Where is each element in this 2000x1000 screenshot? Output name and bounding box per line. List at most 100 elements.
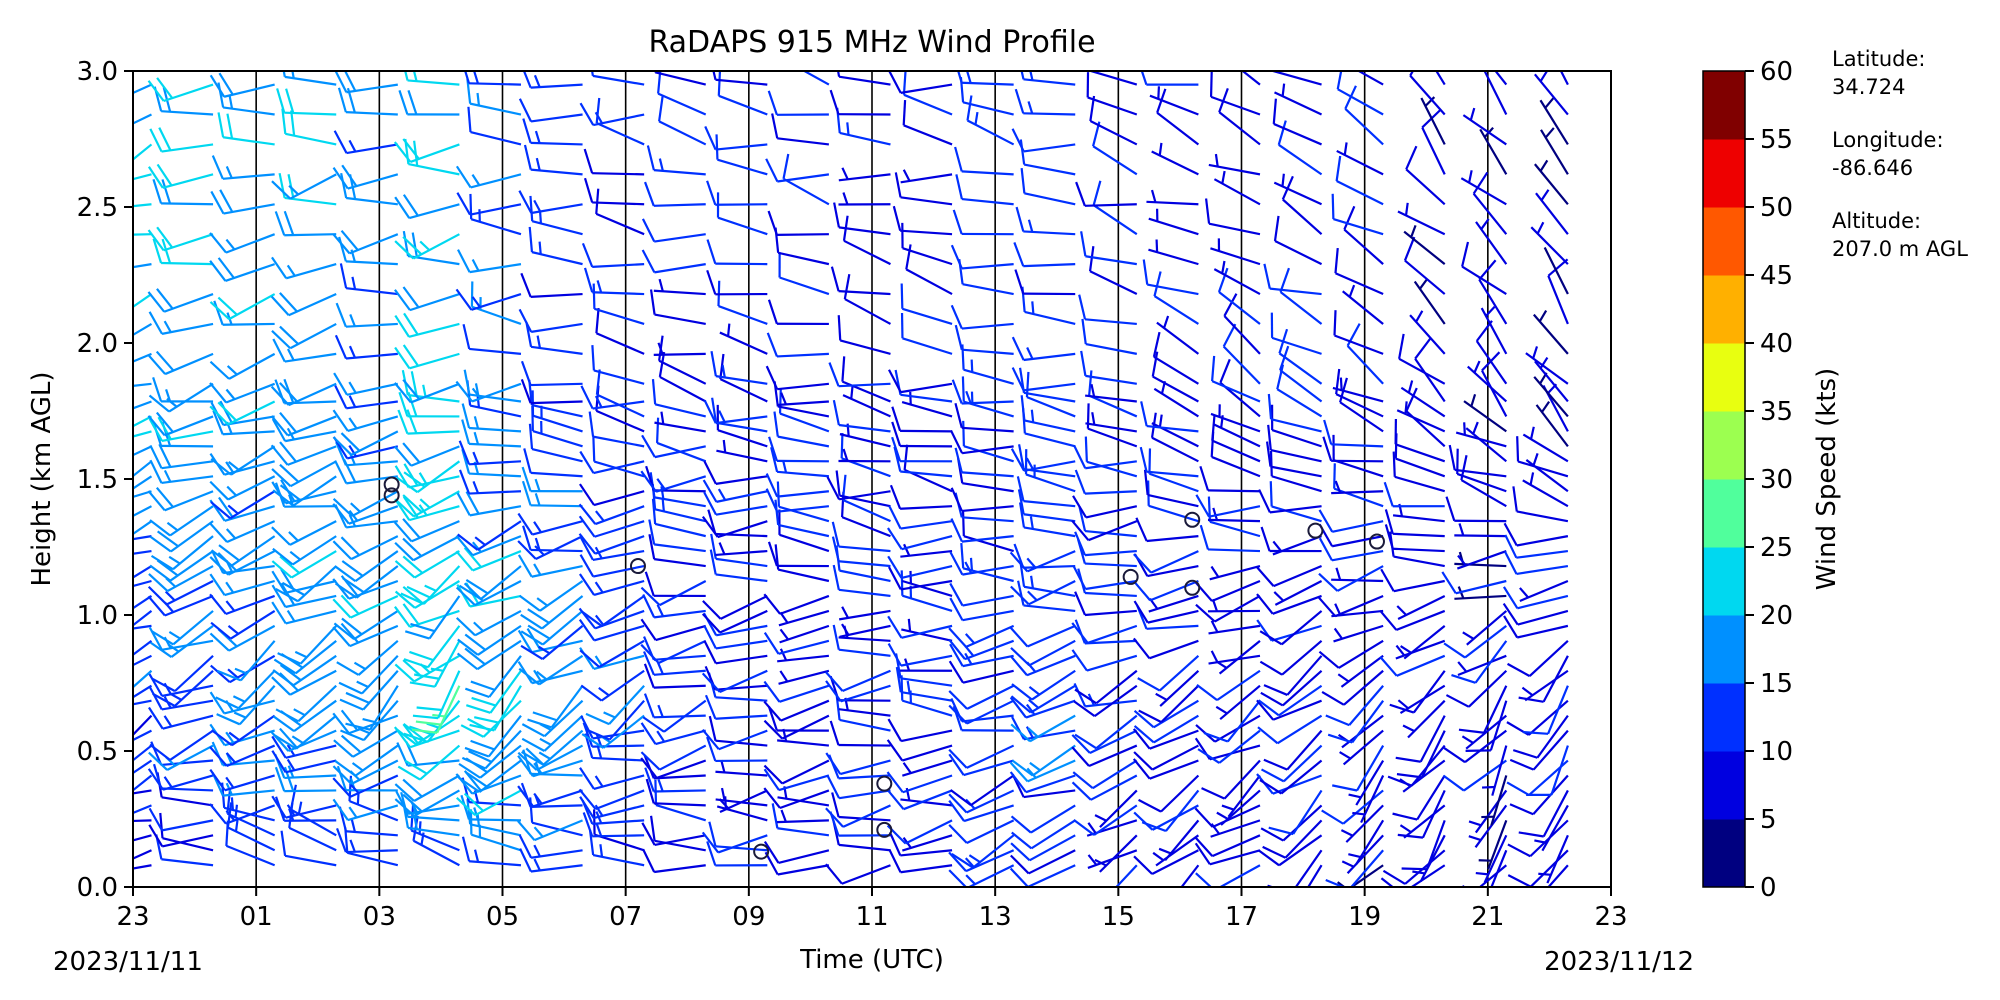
wind-barb [133, 233, 152, 236]
wind-barb [518, 834, 583, 859]
wind-barb [210, 549, 275, 575]
wind-barb [1478, 259, 1508, 325]
wind-barb [1071, 520, 1138, 542]
wind-barb [270, 441, 337, 466]
wind-barb [1341, 834, 1384, 875]
wind-barb [948, 684, 1015, 710]
wind-barb [1348, 759, 1385, 806]
wind-barb [951, 379, 1014, 405]
wind-barb [1201, 759, 1261, 800]
wind-barb [1325, 849, 1384, 887]
wind-barb [836, 71, 891, 86]
wind-barb [1259, 610, 1323, 646]
wind-barb [394, 344, 460, 370]
wind-barb [133, 535, 152, 541]
wind-barb [216, 640, 276, 682]
wind-barb [133, 430, 152, 438]
wind-barb [272, 654, 337, 687]
wind-barb [335, 302, 398, 328]
wind-barb [1223, 293, 1261, 355]
wind-barb [702, 479, 768, 503]
wind-barb [1457, 654, 1507, 676]
wind-barb [1180, 864, 1200, 887]
wind-barb [1559, 71, 1569, 86]
wind-barb [708, 715, 768, 747]
wind-barb [579, 796, 645, 820]
wind-barb [1460, 170, 1507, 206]
wind-barb [209, 382, 276, 404]
wind-barb [1465, 700, 1508, 752]
wind-barb [1010, 580, 1076, 606]
wind-barb [1010, 849, 1076, 875]
wind-barb [518, 654, 584, 686]
wind-barb [133, 804, 152, 815]
wind-barb [271, 669, 337, 696]
wind-barb [1512, 486, 1569, 523]
wind-barb [1133, 714, 1199, 744]
wind-barb [1139, 446, 1199, 478]
wind-barb [1332, 745, 1385, 792]
wind-barb [272, 338, 337, 363]
wind-barb [1072, 759, 1138, 790]
wind-barb [776, 809, 829, 824]
wind-barb [1445, 496, 1507, 523]
wind-barb [1010, 448, 1076, 472]
wind-barb [1512, 714, 1569, 759]
wind-barb [1210, 819, 1261, 838]
wind-barb [133, 789, 152, 795]
wind-barb [282, 71, 337, 86]
wind-barb [642, 594, 706, 619]
wind-barb [595, 188, 645, 236]
wind-barb [525, 321, 583, 355]
wind-barb [1216, 789, 1261, 826]
wind-barb [1389, 670, 1446, 714]
wind-barb [397, 744, 461, 781]
wind-barb [209, 257, 275, 282]
wind-barb [1547, 258, 1569, 325]
wind-barb [271, 795, 337, 819]
wind-barb [133, 83, 152, 95]
wind-barb [394, 535, 460, 562]
wind-barb [1155, 669, 1200, 707]
wind-barb [578, 788, 645, 811]
wind-barb [458, 759, 522, 793]
wind-barb [1399, 804, 1446, 839]
wind-barb [148, 807, 214, 832]
wind-barb [520, 610, 584, 646]
wind-barb [1516, 436, 1569, 478]
wind-barb [1074, 714, 1138, 750]
wind-barb [469, 685, 522, 732]
wind-barb [826, 775, 891, 800]
wind-barb [1525, 346, 1569, 385]
wind-barb [1010, 714, 1076, 743]
wind-barb [333, 609, 399, 641]
wind-barb [1194, 579, 1261, 603]
wind-barb [528, 226, 583, 266]
wind-barb [1443, 625, 1507, 659]
wind-barb [1084, 436, 1138, 478]
wind-barb [1445, 669, 1508, 708]
wind-barb [640, 470, 707, 493]
wind-barb [581, 242, 645, 268]
wind-barb [640, 744, 707, 771]
wind-barb [948, 819, 1015, 844]
wind-barb [1273, 215, 1323, 266]
wind-barb [1017, 489, 1076, 523]
wind-barb [763, 787, 830, 810]
wind-barb [1468, 789, 1508, 834]
x-tick-label: 07 [609, 902, 642, 932]
wind-barb [1195, 494, 1261, 518]
wind-barb [1011, 669, 1076, 701]
wind-barb [1132, 637, 1199, 660]
wind-barb [891, 406, 953, 433]
wind-barb [1011, 819, 1076, 850]
wind-barb [825, 680, 891, 703]
wind-barb [776, 481, 830, 523]
wind-barb [1526, 745, 1569, 796]
wind-barb [332, 535, 399, 561]
wind-barb [1547, 864, 1569, 887]
wind-barb [1273, 580, 1323, 606]
wind-barb [583, 148, 645, 176]
wind-barb [900, 283, 953, 326]
wind-barb [209, 803, 276, 825]
